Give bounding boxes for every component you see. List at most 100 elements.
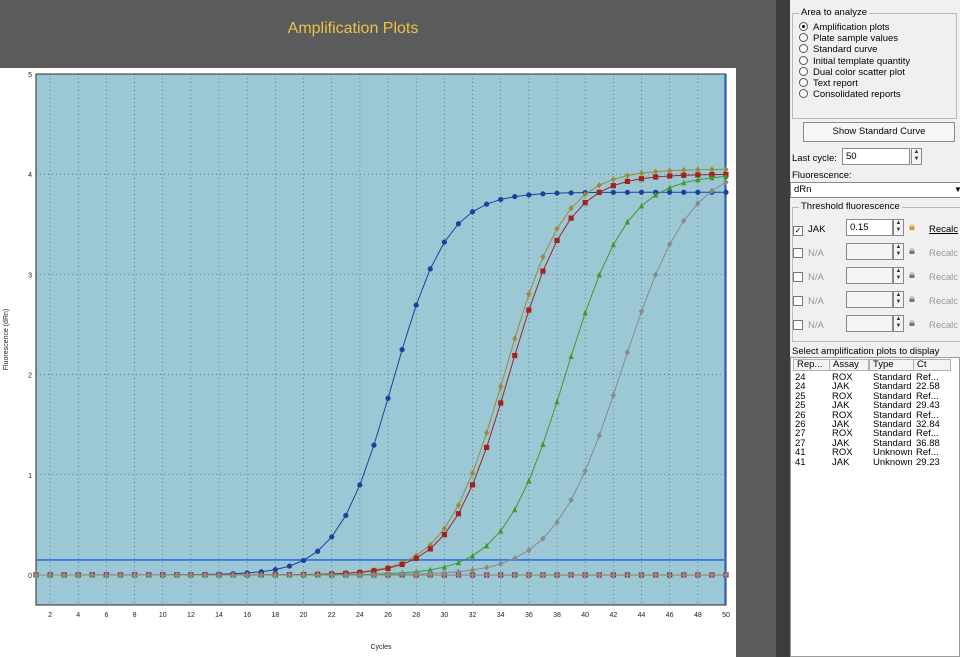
table-cell: ROX	[832, 447, 853, 459]
radio-button[interactable]	[799, 78, 808, 87]
table-cell: Standard	[873, 428, 912, 440]
table-cell: 26	[795, 409, 806, 421]
data-point	[610, 241, 616, 248]
table-row[interactable]: 27 ROX Standard Ref...	[791, 428, 960, 440]
table-row[interactable]: 26 JAK Standard 32.84	[791, 419, 960, 430]
x-tick-label: 26	[384, 612, 392, 619]
threshold-value-input[interactable]	[846, 315, 893, 332]
panel-divider[interactable]	[776, 0, 790, 657]
data-point	[667, 241, 673, 248]
table-row[interactable]: 25 ROX Standard Ref...	[791, 390, 960, 402]
data-point	[652, 191, 659, 198]
lock-icon[interactable]: 🔒︎	[909, 269, 915, 281]
data-point	[385, 565, 391, 571]
data-point	[526, 192, 532, 198]
table-row[interactable]: 25 JAK Standard 29.43	[791, 400, 960, 412]
table-cell: 26	[795, 419, 806, 430]
column-header-ct[interactable]: Ct	[913, 359, 951, 371]
x-tick-label: 10	[159, 612, 167, 619]
threshold-checkbox[interactable]: ✓	[793, 226, 803, 236]
column-header-assay[interactable]: Assay	[829, 359, 869, 371]
lock-icon[interactable]: 🔒︎	[909, 317, 915, 329]
data-point	[272, 566, 278, 573]
lock-icon[interactable]: 🔒︎	[909, 245, 915, 257]
table-cell: JAK	[832, 437, 850, 449]
table-row[interactable]: 41 ROX Unknown Ref...	[791, 447, 960, 459]
data-point	[624, 189, 631, 195]
column-header-type[interactable]: Type	[869, 359, 914, 371]
threshold-checkbox[interactable]	[793, 320, 807, 332]
fluorescence-select[interactable]: dRn	[790, 182, 960, 198]
data-point	[441, 563, 447, 570]
radio-button[interactable]	[799, 66, 808, 76]
chevron-down-icon[interactable]: ▼	[954, 185, 960, 194]
threshold-checkbox[interactable]	[793, 296, 807, 308]
data-point	[610, 391, 616, 399]
data-point	[427, 566, 433, 573]
recalc-button[interactable]: Recalc	[929, 296, 959, 307]
threshold-spinner[interactable]: ▲ ▼	[893, 243, 904, 260]
table-row[interactable]: 24 JAK Standard 22.58	[791, 382, 960, 392]
threshold-spinner[interactable]: ▲ ▼	[893, 219, 904, 236]
table-cell: 25	[795, 390, 806, 402]
recalc-button[interactable]: Recalc	[929, 224, 959, 235]
y-tick-label: 0	[28, 573, 32, 580]
threshold-row: N/A ▲ ▼ 🔒︎ Recalc	[790, 243, 960, 263]
table-cell: 29.43	[916, 400, 940, 412]
radio-button[interactable]	[799, 44, 808, 54]
table-row[interactable]: 41 JAK Unknown 29.23	[791, 456, 960, 468]
radio-button[interactable]	[799, 22, 808, 31]
threshold-value-input[interactable]	[846, 291, 893, 308]
y-axis-label: Fluorescence (dRn)	[3, 309, 10, 370]
option-dual-color-scatter-plot[interactable]: Dual color scatter plot	[799, 66, 905, 78]
data-point	[610, 176, 616, 183]
radio-button[interactable]	[799, 89, 808, 99]
threshold-checkbox[interactable]	[793, 272, 807, 284]
table-row[interactable]: 26 ROX Standard Ref...	[791, 409, 960, 421]
threshold-spinner[interactable]: ▲ ▼	[893, 291, 904, 308]
option-plate-sample-values[interactable]: Plate sample values	[799, 33, 898, 44]
table-row[interactable]: 24 ROX Standard Ref...	[791, 373, 960, 383]
recalc-button[interactable]: Recalc	[929, 320, 959, 331]
table-row[interactable]: 27 JAK Standard 36.88	[791, 437, 960, 449]
data-point	[723, 173, 729, 180]
data-point	[681, 179, 687, 186]
show-standard-curve-button[interactable]: Show Standard Curve	[803, 122, 955, 142]
option-initial-template-quantity[interactable]: Initial template quantity	[799, 55, 910, 67]
last-cycle-input[interactable]: 50	[842, 148, 910, 165]
data-point	[554, 190, 560, 196]
data-point	[695, 200, 701, 207]
column-header-rep[interactable]: Rep...	[793, 359, 830, 371]
data-point	[652, 271, 659, 278]
x-tick-label: 8	[133, 612, 137, 619]
chart-title: Amplification Plots	[287, 20, 419, 37]
data-point	[258, 571, 264, 579]
data-point	[441, 239, 447, 245]
radio-button[interactable]	[799, 33, 808, 43]
data-point	[624, 349, 631, 356]
data-point	[709, 174, 715, 181]
threshold-spinner[interactable]: ▲ ▼	[893, 267, 904, 284]
data-point	[667, 167, 673, 174]
radio-button[interactable]	[799, 55, 808, 65]
threshold-spinner[interactable]: ▲ ▼	[893, 315, 904, 332]
option-amplification-plots[interactable]: Amplification plots	[799, 22, 890, 33]
threshold-value-input[interactable]	[846, 267, 893, 284]
chart-area: Amplification Plots 0 1 2 3 4 5 2 4 6 8 10 12 14 16 18…	[0, 0, 776, 657]
threshold-checkbox[interactable]	[793, 248, 807, 260]
threshold-value-input[interactable]	[846, 243, 893, 260]
data-point	[117, 571, 124, 579]
last-cycle-spinner[interactable]: ▲ ▼	[911, 148, 922, 165]
option-standard-curve[interactable]: Standard curve	[799, 44, 877, 55]
recalc-button[interactable]: Recalc	[929, 248, 959, 259]
threshold-value-input[interactable]: 0.15	[846, 219, 893, 236]
lock-icon[interactable]: 🔒︎	[909, 293, 915, 305]
threshold-row: ✓ JAK 0.15 ▲ ▼ 🔒︎ Recalc	[790, 219, 960, 239]
option-text-report[interactable]: Text report	[799, 78, 858, 89]
lock-icon[interactable]: 🔒︎	[909, 221, 915, 233]
recalc-button[interactable]: Recalc	[929, 272, 959, 283]
option-consolidated-reports[interactable]: Consolidated reports	[799, 89, 901, 100]
table-cell: Unknown	[873, 456, 913, 468]
option-label: Amplification plots	[813, 22, 890, 33]
